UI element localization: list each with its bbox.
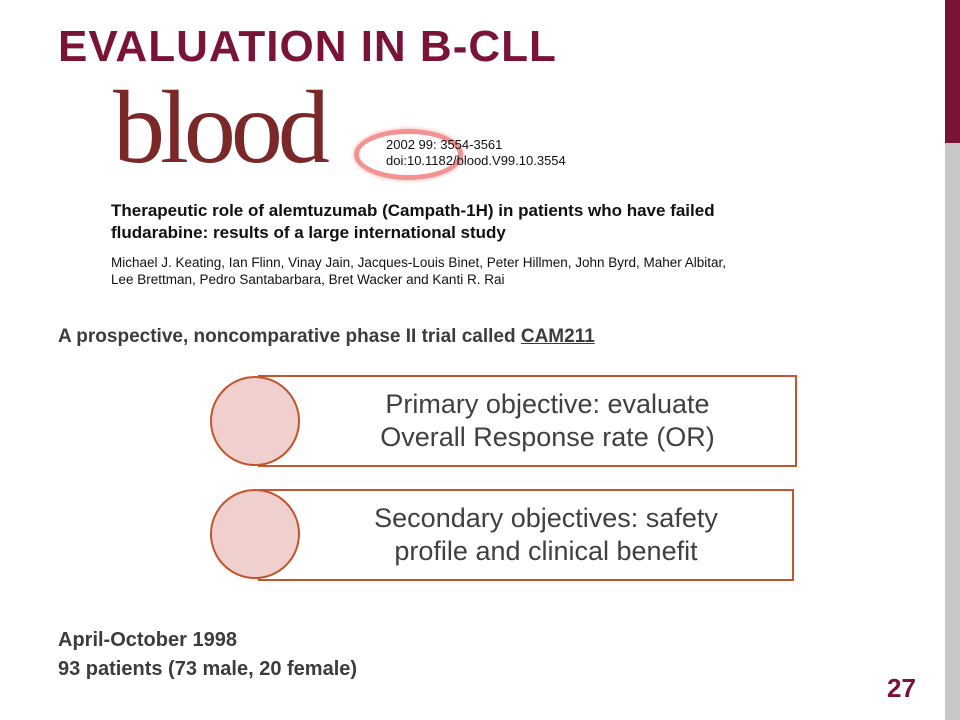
page-number: 27 (887, 673, 916, 703)
objective-text-line: Overall Response rate (OR) (380, 422, 715, 452)
paper-title: Therapeutic role of alemtuzumab (Campath… (111, 200, 715, 244)
citation-doi: doi:10.1182/blood.V99.10.3554 (386, 153, 566, 168)
sidebar-accent-bar (945, 0, 960, 143)
citation-highlight-ring (354, 129, 463, 180)
secondary-objective-circle (210, 489, 300, 579)
objective-text-line: Secondary objectives: safety (374, 503, 718, 533)
study-info: April-October 1998 93 patients (73 male,… (58, 626, 357, 684)
secondary-objective-box: Secondary objectives: safety profile and… (258, 489, 794, 581)
citation-volume: 2002 99: 3554-3561 (386, 137, 503, 152)
authors-line: Michael J. Keating, Ian Flinn, Vinay Jai… (111, 255, 727, 270)
trial-description: A prospective, noncomparative phase II t… (58, 326, 595, 348)
paper-citation: 2002 99: 3554-3561 doi:10.1182/blood.V99… (386, 137, 566, 169)
paper-title-line: fludarabine: results of a large internat… (111, 223, 506, 242)
primary-objective-box: Primary objective: evaluate Overall Resp… (258, 375, 797, 467)
sidebar-gray-bar (945, 143, 960, 720)
study-patients: 93 patients (73 male, 20 female) (58, 658, 358, 680)
trial-prefix: A prospective, noncomparative phase II t… (58, 326, 521, 347)
authors-line: Lee Brettman, Pedro Santabarbara, Bret W… (111, 272, 505, 287)
primary-objective-circle (210, 376, 300, 466)
study-period: April-October 1998 (58, 629, 237, 651)
journal-logo: blood (113, 70, 330, 185)
slide-title: EVALUATION IN B-CLL (58, 22, 557, 71)
objective-text-line: profile and clinical benefit (394, 536, 698, 566)
paper-title-line: Therapeutic role of alemtuzumab (Campath… (111, 201, 715, 220)
paper-authors: Michael J. Keating, Ian Flinn, Vinay Jai… (111, 254, 726, 288)
trial-name: CAM211 (520, 326, 595, 347)
objective-text-line: Primary objective: evaluate (385, 389, 710, 419)
